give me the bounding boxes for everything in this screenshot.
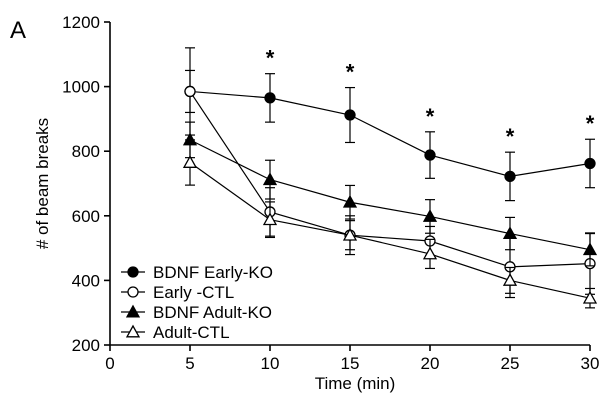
data-point [424,149,436,161]
legend-label: Adult-CTL [153,323,230,342]
data-point [502,273,518,286]
data-point [584,157,596,170]
data-point [422,209,438,222]
x-tick-label: 30 [581,354,600,373]
data-point [264,92,276,104]
x-tick-label: 0 [105,354,114,373]
legend-marker [127,286,139,298]
y-tick-label: 200 [72,336,100,355]
x-tick-label: 25 [501,354,520,373]
data-point [582,242,598,256]
data-point [582,290,598,304]
series-line [189,91,591,268]
significance-star: * [266,46,275,71]
data-point [504,170,516,183]
data-point [502,226,518,240]
x-axis-title: Time (min) [315,374,396,393]
legend-label: Early -CTL [153,283,234,302]
data-point [262,212,278,226]
data-point [182,155,198,168]
significance-star: * [426,104,435,129]
y-tick-label: 400 [72,271,100,290]
legend-label: BDNF Early-KO [153,263,273,282]
data-point [342,194,358,208]
data-point [184,85,196,98]
legend-marker [125,324,141,338]
data-point [262,172,278,186]
series-line [189,162,591,299]
x-tick-label: 20 [421,354,440,373]
y-tick-label: 800 [72,142,100,161]
legend-marker [125,304,141,318]
legend-marker [127,266,139,278]
y-axis-title: # of beam breaks [33,118,52,249]
data-point [344,109,356,121]
series-line [189,139,591,251]
plot-area: * * * * * [182,46,598,309]
significance-star: * [506,124,515,149]
series-line [189,90,591,178]
data-point [422,246,438,260]
y-tick-label: 1000 [62,78,100,97]
x-tick-label: 15 [341,354,360,373]
significance-star: * [346,60,355,85]
x-tick-label: 5 [185,354,194,373]
axes: 200 400 600 800 1000 1200 0 5 10 15 20 25 30 [62,13,599,373]
data-point [342,227,358,241]
significance-star: * [586,111,595,136]
y-tick-label: 1200 [62,13,100,32]
y-tick-label: 600 [72,207,100,226]
x-tick-label: 10 [261,354,280,373]
legend-label: BDNF Adult-KO [153,303,272,322]
panel-label: A [10,17,26,44]
